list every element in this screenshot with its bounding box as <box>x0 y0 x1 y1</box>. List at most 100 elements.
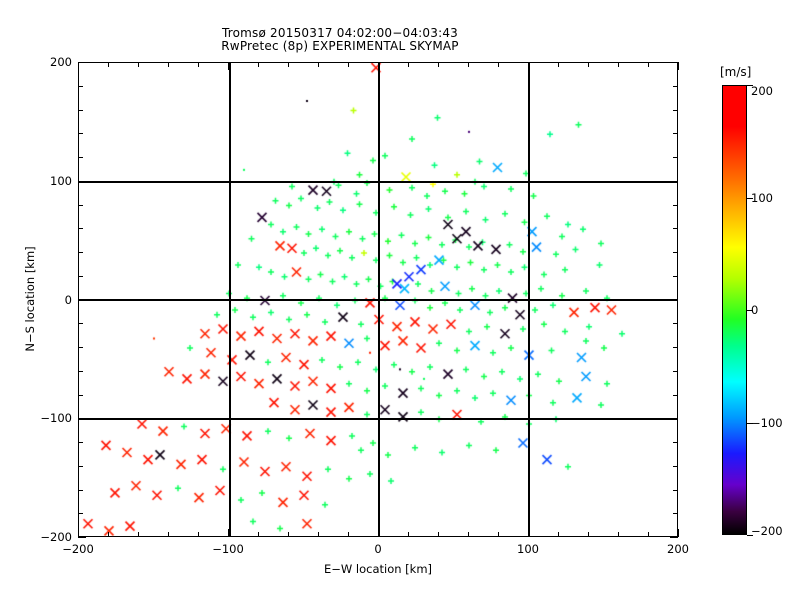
colorbar-gradient <box>722 85 747 535</box>
tick-y-left <box>78 228 83 230</box>
tick-x-top <box>138 62 140 67</box>
colorbar-tick-label: 100 <box>751 190 773 205</box>
colorbar-tick <box>747 310 753 312</box>
tick-y-right <box>673 513 678 515</box>
colorbar-tick <box>747 197 753 199</box>
tick-y-left <box>78 109 83 111</box>
tick-y-left <box>78 275 83 277</box>
figure-title: Tromsø 20150317 04:02:00−04:03:43 RwPret… <box>0 27 680 53</box>
tick-y-right <box>673 465 678 467</box>
tick-x-bottom <box>678 529 680 537</box>
plot-area <box>78 62 679 538</box>
x-axis-title: E−W location [km] <box>323 562 433 576</box>
tick-y-left <box>78 204 83 206</box>
tick-x-top <box>258 62 260 67</box>
tick-y-left <box>78 180 86 182</box>
colorbar-tick-label: −100 <box>751 415 783 430</box>
tick-x-bottom <box>108 532 110 537</box>
tick-y-right <box>673 157 678 159</box>
tick-x-bottom <box>558 532 560 537</box>
tick-y-right <box>673 228 678 230</box>
tick-x-bottom <box>648 532 650 537</box>
tick-y-left <box>78 299 86 301</box>
x-tick-label: 200 <box>667 542 689 556</box>
reference-line-x-100 <box>229 63 231 536</box>
reference-line-x100 <box>528 63 530 536</box>
tick-y-left <box>78 465 83 467</box>
tick-x-top <box>168 62 170 67</box>
x-tick-label: 0 <box>374 542 382 556</box>
colorbar-tick-label: −200 <box>751 524 783 538</box>
x-tick-label: −200 <box>62 542 94 556</box>
tick-x-bottom <box>528 529 530 537</box>
colorbar-tick <box>747 535 753 537</box>
colorbar-unit-label: [m/s] <box>720 65 752 79</box>
tick-y-left <box>78 133 83 135</box>
x-tick-label: 100 <box>517 542 539 556</box>
tick-y-left <box>78 347 83 349</box>
tick-y-right <box>673 394 678 396</box>
tick-y-right <box>673 85 678 87</box>
tick-x-top <box>588 62 590 67</box>
tick-x-top <box>108 62 110 67</box>
tick-x-bottom <box>288 532 290 537</box>
tick-x-bottom <box>78 529 80 537</box>
x-tick-label: −100 <box>212 542 244 556</box>
tick-y-right <box>673 252 678 254</box>
tick-y-left <box>78 62 86 64</box>
tick-y-right <box>673 133 678 135</box>
tick-x-top <box>288 62 290 67</box>
tick-y-left <box>78 252 83 254</box>
tick-x-top <box>348 62 350 67</box>
tick-x-top <box>228 62 230 70</box>
tick-y-right <box>673 204 678 206</box>
tick-y-right <box>673 275 678 277</box>
tick-x-bottom <box>318 532 320 537</box>
tick-x-bottom <box>198 532 200 537</box>
y-tick-label: −200 <box>40 530 72 544</box>
tick-y-left <box>78 323 83 325</box>
tick-x-top <box>498 62 500 67</box>
tick-y-right <box>670 180 678 182</box>
tick-x-bottom <box>408 532 410 537</box>
tick-y-left <box>78 513 83 515</box>
colorbar-tick <box>747 422 753 424</box>
tick-x-bottom <box>468 532 470 537</box>
tick-y-right <box>673 347 678 349</box>
tick-x-top <box>528 62 530 70</box>
colorbar-tick-label: 0 <box>751 303 759 317</box>
y-axis-title: N−S location [km] <box>23 246 37 352</box>
y-tick-label: −100 <box>40 411 72 426</box>
tick-x-top <box>558 62 560 67</box>
tick-x-bottom <box>168 532 170 537</box>
tick-y-right <box>673 442 678 444</box>
tick-y-left <box>78 418 86 420</box>
y-tick-label: 100 <box>50 173 72 188</box>
tick-y-right <box>673 370 678 372</box>
tick-y-left <box>78 442 83 444</box>
tick-x-bottom <box>258 532 260 537</box>
tick-x-bottom <box>348 532 350 537</box>
tick-x-bottom <box>498 532 500 537</box>
reference-line-x0 <box>378 63 380 536</box>
y-tick-label: 200 <box>50 55 72 69</box>
title-line-1: Tromsø 20150317 04:02:00−04:03:43 <box>221 26 458 40</box>
tick-y-right <box>673 489 678 491</box>
tick-y-left <box>78 85 83 87</box>
tick-y-right <box>670 299 678 301</box>
colorbar-tick-label: 200 <box>751 84 773 98</box>
title-line-2: RwPretec (8p) EXPERIMENTAL SKYMAP <box>221 39 459 53</box>
tick-y-left <box>78 394 83 396</box>
tick-x-top <box>438 62 440 67</box>
tick-y-right <box>670 537 678 539</box>
tick-x-bottom <box>588 532 590 537</box>
tick-x-top <box>408 62 410 67</box>
tick-x-top <box>378 62 380 70</box>
tick-x-bottom <box>618 532 620 537</box>
colorbar-tick <box>747 85 753 87</box>
tick-y-right <box>670 62 678 64</box>
tick-x-top <box>198 62 200 67</box>
tick-x-bottom <box>378 529 380 537</box>
tick-x-top <box>618 62 620 67</box>
